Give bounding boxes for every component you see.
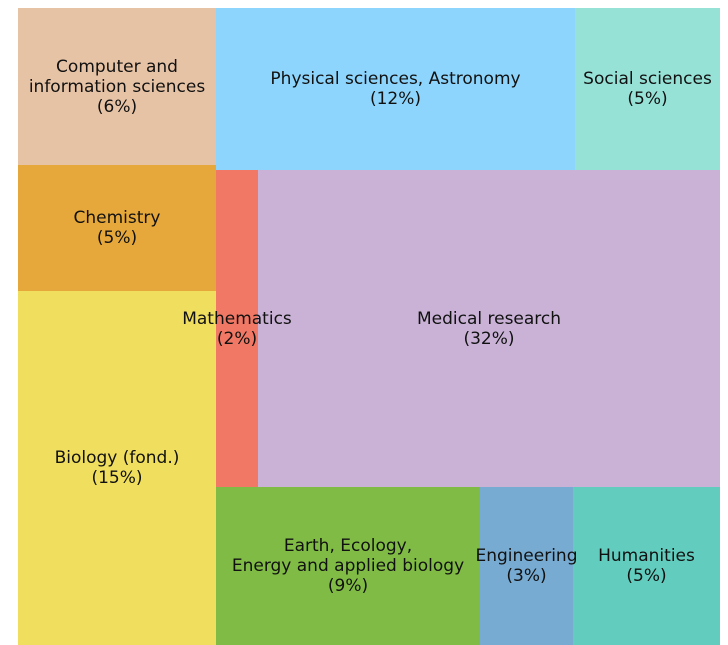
- tile-name: Engineering: [475, 546, 578, 566]
- tile-label: Humanities (5%): [598, 546, 695, 586]
- tile-name: Computer and information sciences: [28, 56, 206, 97]
- tile-label: Chemistry (5%): [74, 208, 161, 248]
- tile-value: (3%): [506, 566, 547, 586]
- tile-value: (5%): [96, 228, 138, 248]
- tile-value: (15%): [91, 468, 143, 488]
- tile-name: Mathematics: [182, 308, 292, 329]
- tile-value: (5%): [627, 89, 668, 109]
- treemap-tile: [480, 487, 573, 645]
- tile-label: Physical sciences, Astronomy (12%): [270, 69, 520, 109]
- tile-value: (9%): [327, 576, 369, 596]
- tile-label: Computer and information sciences (6%): [29, 57, 205, 117]
- tile-name: Biology (fond.): [54, 448, 180, 468]
- treemap-tile: [258, 170, 720, 487]
- treemap-tile: [575, 8, 720, 170]
- treemap-tile: [18, 291, 216, 645]
- tile-value: (6%): [96, 96, 138, 117]
- tile-label: Social sciences (5%): [583, 69, 712, 109]
- tile-label: Engineering (3%): [476, 546, 578, 586]
- tile-label: Earth, Ecology, Energy and applied biolo…: [232, 536, 464, 596]
- tile-name: Social sciences: [583, 69, 712, 89]
- tile-name: Medical research: [416, 308, 562, 329]
- tile-value: (2%): [216, 328, 258, 349]
- tile-label: Medical research (32%): [417, 309, 561, 349]
- tile-name: Chemistry: [73, 208, 161, 228]
- treemap-tile: [573, 487, 720, 645]
- tile-name: Physical sciences, Astronomy: [270, 69, 521, 89]
- tile-label: Biology (fond.) (15%): [55, 448, 180, 488]
- treemap-tile: [18, 165, 216, 291]
- tile-label: Mathematics (2%): [182, 309, 292, 349]
- treemap-tile: [18, 8, 216, 165]
- treemap-tile: [216, 8, 575, 170]
- treemap-tile: [216, 170, 258, 487]
- tile-name: Earth, Ecology, Energy and applied biolo…: [231, 536, 465, 576]
- treemap-tile: [216, 487, 480, 645]
- tile-value: (5%): [626, 566, 667, 586]
- tile-value: (12%): [369, 89, 422, 109]
- tile-value: (32%): [463, 328, 515, 349]
- tile-name: Humanities: [598, 546, 695, 566]
